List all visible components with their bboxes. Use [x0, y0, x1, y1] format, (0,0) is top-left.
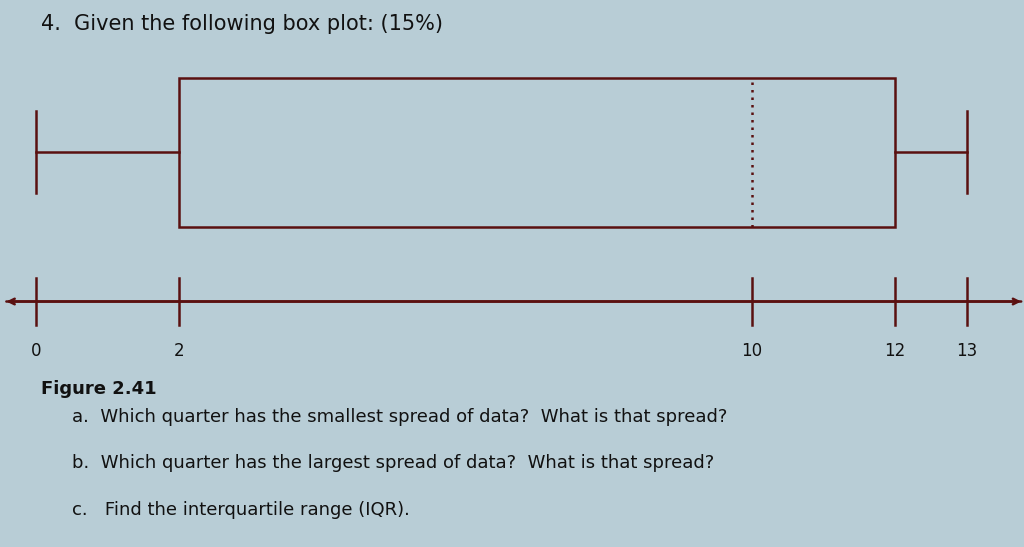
Text: 13: 13 — [956, 342, 977, 360]
Text: b.  Which quarter has the largest spread of data?  What is that spread?: b. Which quarter has the largest spread … — [72, 454, 714, 472]
Text: 10: 10 — [741, 342, 763, 360]
Text: c.   Find the interquartile range (IQR).: c. Find the interquartile range (IQR). — [72, 501, 410, 519]
Bar — [179, 78, 895, 227]
Text: 2: 2 — [174, 342, 184, 360]
Text: 4.  Given the following box plot: (15%): 4. Given the following box plot: (15%) — [41, 14, 443, 34]
Text: 12: 12 — [885, 342, 906, 360]
Text: a.  Which quarter has the smallest spread of data?  What is that spread?: a. Which quarter has the smallest spread… — [72, 408, 727, 426]
Text: 0: 0 — [31, 342, 41, 360]
Text: Figure 2.41: Figure 2.41 — [41, 380, 157, 398]
